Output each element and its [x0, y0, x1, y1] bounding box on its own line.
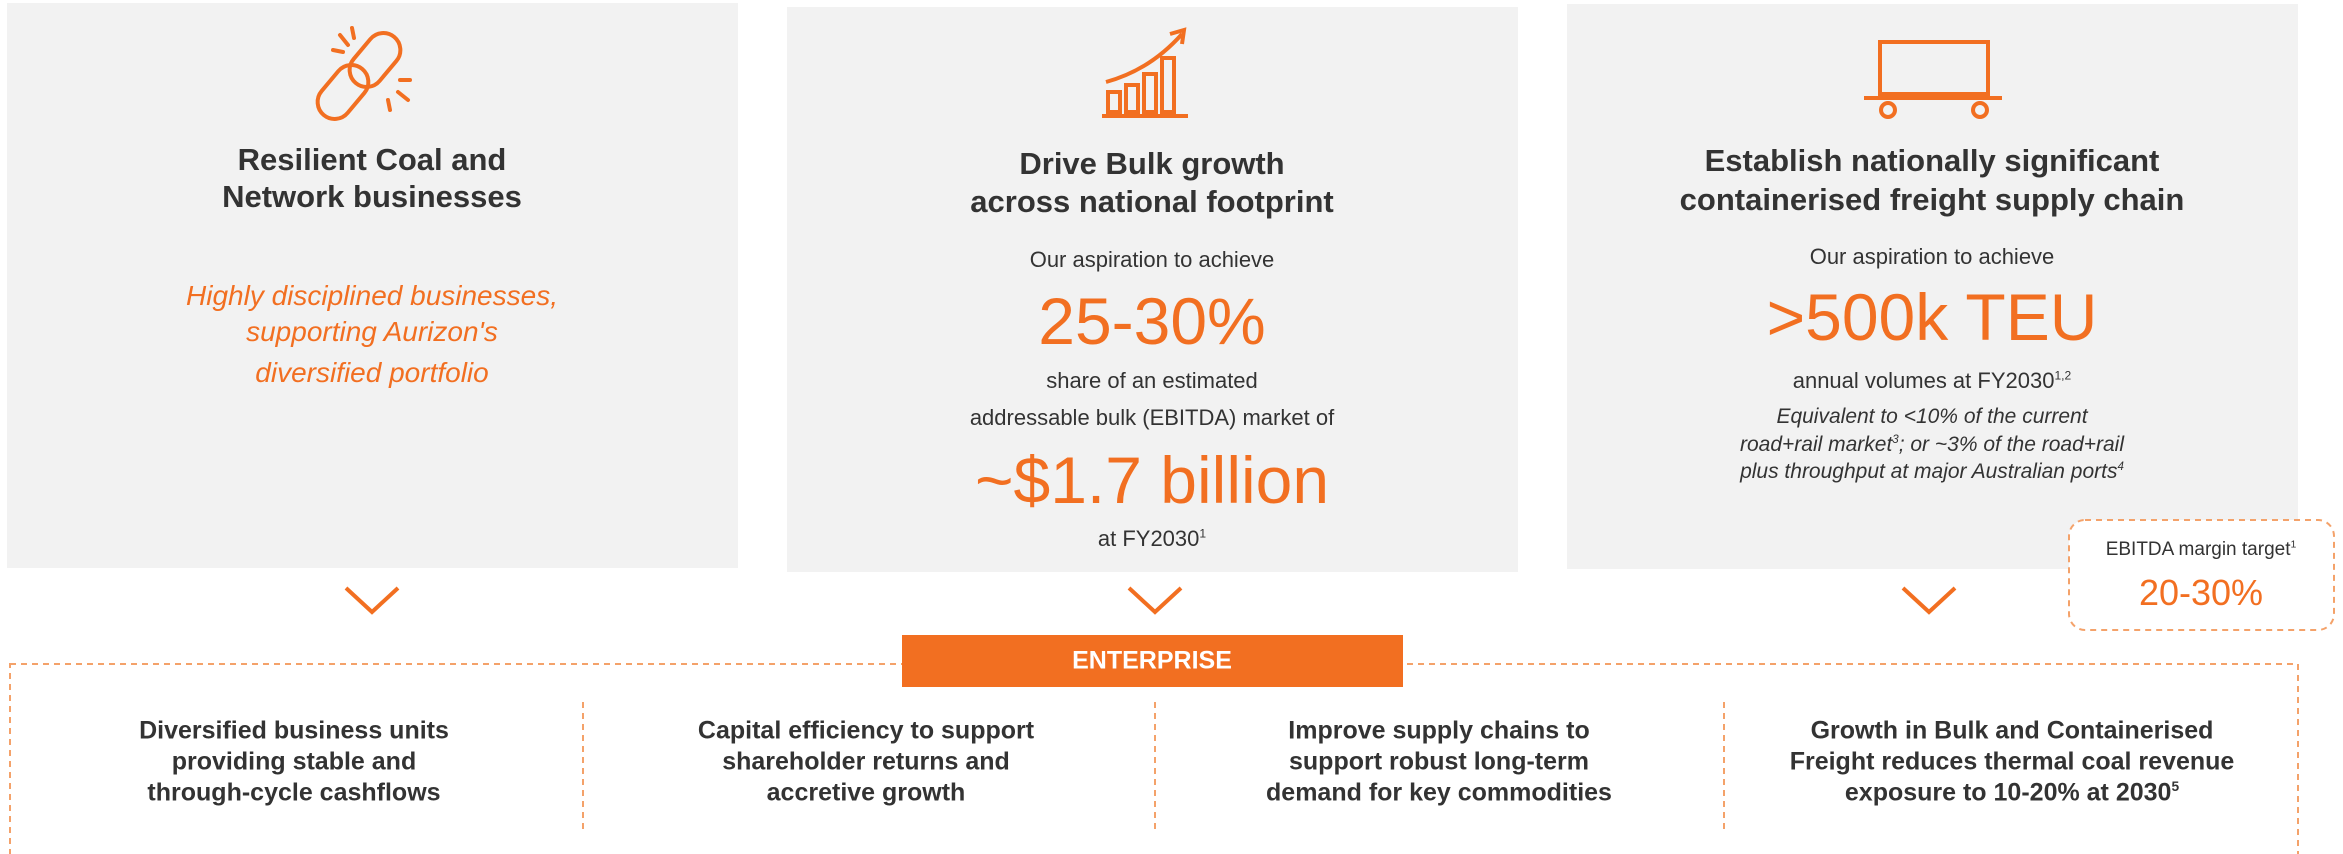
item-text: demand for key commodities — [1266, 778, 1612, 807]
item-text: support robust long-term — [1289, 747, 1589, 776]
item-text: shareholder returns and — [722, 747, 1010, 776]
note-text: ; or ~3% of the road+rail — [1898, 433, 2125, 456]
item-line: Improve supply chains to — [1266, 716, 1612, 747]
item-line: Diversified business units — [139, 716, 449, 747]
item-text: Diversified business units — [139, 716, 449, 745]
item-line: shareholder returns and — [698, 747, 1034, 778]
growth-icon — [1102, 27, 1188, 118]
footer: annual volumes at FY20301,2 — [1793, 368, 2072, 394]
enterprise-label: ENTERPRISE — [1072, 646, 1232, 675]
item-line: through-cycle cashflows — [139, 778, 449, 809]
item-line: providing stable and — [139, 747, 449, 778]
footer-text: annual volumes at FY2030 — [1792, 368, 2055, 393]
highlight: ~$1.7 billion — [974, 443, 1330, 517]
note-text: road+rail market — [1739, 433, 1893, 456]
footer: at FY20301 — [1098, 526, 1206, 552]
ebitda-label: EBITDA margin target1 — [2106, 539, 2297, 561]
ebitda-value: 20-30% — [2138, 572, 2264, 613]
panel-title: containerised freight supply chain — [1679, 182, 2185, 217]
enterprise-banner — [902, 635, 1403, 687]
ebitda-label-text: EBITDA margin target — [2105, 539, 2291, 560]
intro: Our aspiration to achieve — [1809, 244, 2055, 269]
item-text: Capital efficiency to support — [697, 716, 1035, 745]
item-line: support robust long-term — [1266, 747, 1612, 778]
item-text: exposure to 10-20% at 2030 — [1844, 778, 2172, 807]
item-text: through-cycle cashflows — [147, 778, 441, 807]
container-icon — [1864, 40, 2002, 119]
footnote-ref: 1,2 — [2054, 368, 2072, 383]
enterprise-item: Improve supply chains to support robust l… — [1266, 716, 1612, 809]
item-text: Improve supply chains to — [1288, 716, 1590, 745]
enterprise-item: Diversified business units providing stab… — [139, 716, 449, 809]
item-line: exposure to 10-20% at 20305 — [1790, 778, 2235, 809]
tagline: Highly disciplined businesses, — [186, 280, 558, 311]
note: Equivalent to <10% of the current — [1776, 405, 2088, 428]
highlight: >500k TEU — [1766, 280, 2098, 354]
item-line: demand for key commodities — [1266, 778, 1612, 809]
panel-title: across national footprint — [970, 184, 1334, 219]
item-text: providing stable and — [171, 747, 417, 776]
panel — [7, 3, 738, 568]
intro: Our aspiration to achieve — [1029, 247, 1275, 272]
footer-text: at FY2030 — [1097, 526, 1200, 551]
tagline: supporting Aurizon's — [246, 316, 498, 347]
item-text: Growth in Bulk and Containerised — [1810, 716, 2214, 745]
note: plus throughput at major Australian port… — [1740, 460, 2124, 484]
item-line: Growth in Bulk and Containerised — [1790, 716, 2235, 747]
highlight: 25-30% — [1038, 284, 1266, 358]
item-line: accretive growth — [698, 778, 1034, 809]
item-line: Freight reduces thermal coal revenue — [1790, 747, 2235, 778]
footnote-ref: 1 — [1199, 526, 1207, 541]
enterprise-item: Capital efficiency to support shareholder… — [698, 716, 1034, 809]
text-line: addressable bulk (EBITDA) market of — [969, 405, 1335, 430]
tagline: diversified portfolio — [255, 357, 489, 388]
text-line: share of an estimated — [1046, 368, 1258, 393]
item-text: accretive growth — [766, 778, 966, 807]
footnote-ref: 1 — [2290, 539, 2297, 551]
note-text: plus throughput at major Australian port… — [1740, 460, 2118, 483]
item-line: Capital efficiency to support — [698, 716, 1034, 747]
panel-title: Establish nationally significant — [1704, 143, 2160, 178]
panel — [787, 7, 1518, 572]
panel-title: Drive Bulk growth — [1019, 146, 1285, 181]
ebitda-box — [2068, 519, 2335, 631]
item-text: Freight reduces thermal coal revenue — [1789, 747, 2235, 776]
chain-icon — [315, 26, 412, 121]
panel-title: Resilient Coal and — [237, 142, 507, 177]
note: road+rail market3; or ~3% of the road+ra… — [1740, 433, 2124, 457]
panel-title: Network businesses — [222, 179, 522, 214]
chevrons — [344, 586, 1957, 615]
enterprise-item: Growth in Bulk and Containerised Freight … — [1790, 716, 2235, 809]
footnote-ref: 3 — [1892, 434, 1899, 446]
footnote-ref: 4 — [2117, 461, 2124, 473]
footnote-ref: 5 — [2171, 779, 2180, 795]
